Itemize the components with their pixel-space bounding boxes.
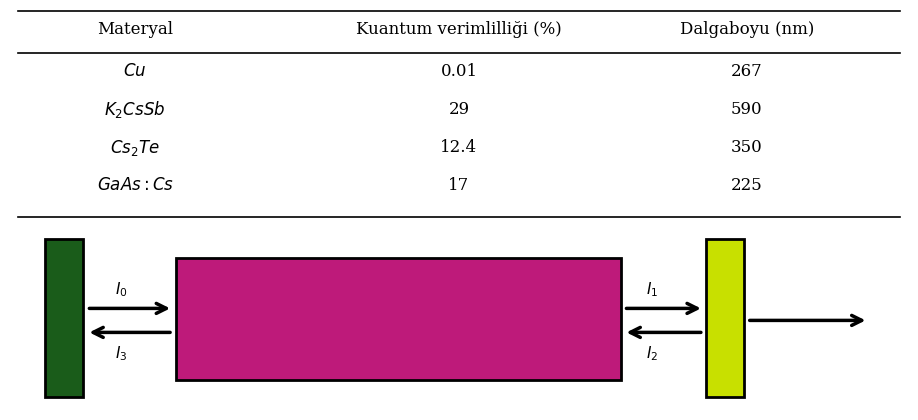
Text: 590: 590 <box>731 101 763 118</box>
Text: Kuantum verimlilliği (%): Kuantum verimlilliği (%) <box>356 21 562 38</box>
Text: $I_0$: $I_0$ <box>116 280 128 299</box>
Text: $K_2CsSb$: $K_2CsSb$ <box>105 99 166 120</box>
Text: Dalgaboyu (nm): Dalgaboyu (nm) <box>679 21 814 38</box>
Bar <box>707 239 744 397</box>
Text: 17: 17 <box>448 177 470 194</box>
Text: 29: 29 <box>448 101 470 118</box>
Text: 12.4: 12.4 <box>441 139 477 156</box>
Text: $I_2$: $I_2$ <box>646 345 658 363</box>
Text: $I_1$: $I_1$ <box>646 280 658 299</box>
Text: $GaAs:Cs$: $GaAs:Cs$ <box>96 177 174 194</box>
Text: $I_3$: $I_3$ <box>116 345 128 363</box>
Text: 225: 225 <box>731 177 763 194</box>
Text: Materyal: Materyal <box>97 21 174 38</box>
Bar <box>175 258 621 381</box>
Text: $Cs_2Te$: $Cs_2Te$ <box>110 138 160 158</box>
Text: $Cu$: $Cu$ <box>123 63 147 80</box>
Text: 350: 350 <box>731 139 763 156</box>
Text: 0.01: 0.01 <box>441 63 477 80</box>
Text: 267: 267 <box>731 63 763 80</box>
Bar <box>45 239 83 397</box>
